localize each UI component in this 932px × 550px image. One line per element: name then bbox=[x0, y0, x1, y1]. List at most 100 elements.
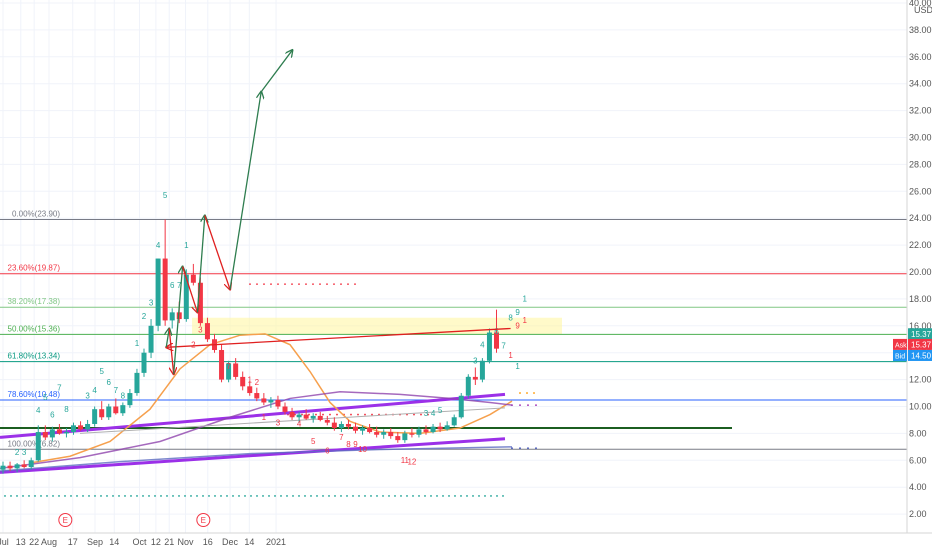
candle-body[interactable] bbox=[92, 409, 98, 424]
candle-body[interactable] bbox=[430, 426, 436, 433]
earnings-marker-icon[interactable] bbox=[196, 513, 211, 527]
base-dot bbox=[136, 495, 138, 497]
candle-body[interactable] bbox=[338, 423, 344, 429]
candle-body[interactable] bbox=[226, 363, 232, 380]
td-count-green: 4 bbox=[36, 406, 41, 415]
base-dot bbox=[238, 495, 240, 497]
candle-body[interactable] bbox=[204, 323, 210, 340]
candle-body[interactable] bbox=[254, 393, 260, 399]
candle-body[interactable] bbox=[197, 282, 203, 324]
base-dot bbox=[466, 495, 468, 497]
td-count-red: 1 bbox=[522, 316, 527, 325]
candle-body[interactable] bbox=[296, 414, 302, 418]
candle-body[interactable] bbox=[71, 425, 76, 433]
candle-body[interactable] bbox=[63, 432, 69, 434]
candle-body[interactable] bbox=[402, 433, 408, 441]
td-count-green: 6 bbox=[494, 327, 499, 336]
candle-body[interactable] bbox=[141, 352, 147, 373]
candle-body[interactable] bbox=[106, 406, 112, 418]
candle-body[interactable] bbox=[35, 432, 41, 461]
base-dot bbox=[196, 495, 198, 497]
candle-body[interactable] bbox=[162, 258, 168, 321]
td-count-green: 2 bbox=[466, 375, 471, 384]
candle-body[interactable] bbox=[247, 386, 253, 394]
projection-arrow-down bbox=[166, 327, 511, 347]
candle-body[interactable] bbox=[7, 465, 13, 469]
candle-body[interactable] bbox=[494, 332, 499, 349]
candle-body[interactable] bbox=[233, 363, 239, 377]
candlestick-series[interactable] bbox=[0, 219, 500, 474]
candle-body[interactable] bbox=[353, 426, 358, 431]
candle-body[interactable] bbox=[395, 436, 401, 441]
candle-body[interactable] bbox=[282, 406, 288, 412]
candle-body[interactable] bbox=[472, 376, 478, 380]
candle-body[interactable] bbox=[169, 312, 175, 321]
candle-body[interactable] bbox=[345, 423, 351, 427]
candle-body[interactable] bbox=[42, 432, 48, 438]
candle-body[interactable] bbox=[219, 350, 225, 380]
candle-body[interactable] bbox=[28, 460, 34, 468]
base-dot bbox=[208, 495, 210, 497]
candle-body[interactable] bbox=[268, 399, 274, 403]
base-dot bbox=[172, 495, 174, 497]
candle-body[interactable] bbox=[21, 464, 27, 468]
candle-body[interactable] bbox=[331, 422, 337, 429]
candle-body[interactable] bbox=[85, 423, 91, 430]
candle-body[interactable] bbox=[486, 332, 492, 361]
candle-body[interactable] bbox=[183, 274, 189, 320]
candle-body[interactable] bbox=[240, 376, 246, 387]
td-count-red: 9 bbox=[353, 440, 358, 449]
candle-body[interactable] bbox=[155, 258, 161, 326]
candle-body[interactable] bbox=[310, 415, 316, 419]
candle-body[interactable] bbox=[423, 429, 429, 433]
td-count-green: 8 bbox=[121, 391, 126, 400]
candle-body[interactable] bbox=[437, 426, 443, 430]
candle-body[interactable] bbox=[388, 432, 394, 437]
candle-body[interactable] bbox=[458, 395, 464, 418]
base-dot bbox=[46, 495, 48, 497]
candle-body[interactable] bbox=[14, 464, 20, 469]
candle-body[interactable] bbox=[374, 432, 380, 435]
candle-body[interactable] bbox=[416, 429, 422, 435]
time-tick-label: Oct bbox=[133, 537, 148, 547]
candle-body[interactable] bbox=[134, 372, 140, 394]
candle-body[interactable] bbox=[148, 325, 154, 353]
dotted-levels bbox=[4, 283, 537, 497]
price-tick-label: 28.00 bbox=[909, 159, 932, 169]
candle-body[interactable] bbox=[120, 405, 126, 414]
price-tick-label: 4.00 bbox=[909, 482, 927, 492]
candle-body[interactable] bbox=[289, 411, 295, 418]
candle-body[interactable] bbox=[113, 406, 119, 414]
candle-body[interactable] bbox=[324, 419, 330, 423]
price-tick-label: 24.00 bbox=[909, 213, 932, 223]
candle-body[interactable] bbox=[190, 274, 196, 283]
candle-body[interactable] bbox=[49, 429, 55, 438]
candle-body[interactable] bbox=[360, 428, 366, 431]
candle-body[interactable] bbox=[127, 393, 133, 406]
candle-body[interactable] bbox=[479, 360, 485, 380]
candle-body[interactable] bbox=[367, 428, 373, 433]
candle-body[interactable] bbox=[78, 425, 84, 430]
candle-body[interactable] bbox=[275, 399, 281, 407]
candle-body[interactable] bbox=[176, 312, 182, 320]
candle-body[interactable] bbox=[56, 429, 62, 434]
candle-body[interactable] bbox=[0, 465, 6, 470]
candle-body[interactable] bbox=[99, 409, 105, 418]
candle-body[interactable] bbox=[317, 415, 323, 420]
base-dot bbox=[346, 495, 348, 497]
candle-body[interactable] bbox=[409, 433, 415, 435]
candle-body[interactable] bbox=[261, 398, 267, 403]
earnings-marker-icon[interactable] bbox=[58, 513, 73, 527]
candle-body[interactable] bbox=[381, 432, 387, 435]
candle-body[interactable] bbox=[303, 414, 309, 419]
candle-body[interactable] bbox=[444, 425, 450, 430]
price-axis[interactable]: 40.00 38.00 36.00 34.00 32.00 30.00 28.00 26.00… bbox=[893, 0, 932, 533]
base-dot bbox=[64, 495, 66, 497]
stop-dot bbox=[322, 413, 324, 416]
candle-body[interactable] bbox=[465, 376, 471, 396]
base-dot bbox=[292, 495, 294, 497]
candle-body[interactable] bbox=[451, 417, 457, 426]
